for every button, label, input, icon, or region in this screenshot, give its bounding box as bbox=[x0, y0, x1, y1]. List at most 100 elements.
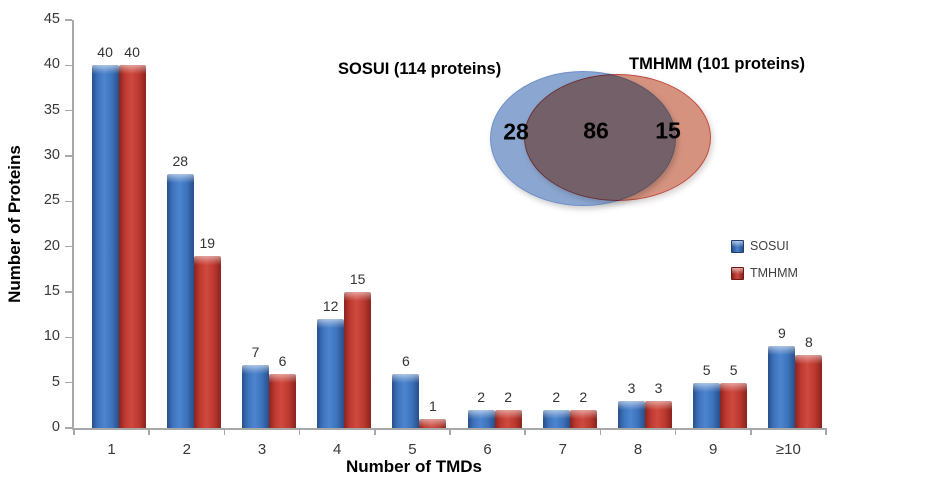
x-tick-label: 9 bbox=[709, 441, 718, 458]
y-tick bbox=[65, 64, 72, 67]
x-tick-label: 3 bbox=[257, 441, 267, 458]
x-tick bbox=[449, 428, 451, 435]
bar-value-label: 9 bbox=[777, 325, 786, 342]
x-tick-label: 7 bbox=[558, 441, 567, 458]
x-tick bbox=[223, 428, 226, 435]
y-tick-label: 45 bbox=[43, 11, 60, 27]
bar-value-label: 3 bbox=[627, 379, 636, 396]
venn-left-set-label: SOSUI (114 proteins) bbox=[338, 60, 502, 78]
venn-right-ellipse bbox=[524, 74, 711, 201]
y-tick-label: 5 bbox=[51, 373, 60, 390]
x-tick-label: 8 bbox=[633, 441, 643, 458]
bar-sosui bbox=[91, 65, 119, 428]
y-tick-label: 20 bbox=[43, 237, 60, 254]
x-axis-title: Number of TMDs bbox=[346, 457, 482, 476]
y-tick bbox=[65, 155, 72, 157]
bar-value-label: 5 bbox=[729, 361, 738, 378]
bar-value-label: 2 bbox=[579, 388, 588, 405]
bar-tmhmm bbox=[569, 409, 597, 428]
x-tick bbox=[750, 428, 752, 435]
legend: SOSUI TMHMM bbox=[731, 239, 798, 293]
legend-item-tmhmm: TMHMM bbox=[731, 266, 798, 280]
y-tick bbox=[65, 336, 72, 339]
bar-value-label: 28 bbox=[172, 153, 189, 170]
x-tick-label: 2 bbox=[182, 441, 191, 458]
y-tick bbox=[65, 109, 72, 112]
x-tick-label: 6 bbox=[483, 441, 492, 458]
bar-sosui bbox=[467, 409, 495, 428]
x-tick-label: 4 bbox=[333, 441, 342, 458]
venn-right-only-count: 15 bbox=[655, 117, 681, 144]
bar-sosui bbox=[618, 400, 645, 428]
bar-value-label: 7 bbox=[251, 343, 260, 360]
bar-value-label: 12 bbox=[322, 298, 339, 315]
y-tick-label: 40 bbox=[43, 56, 60, 73]
bar-value-label: 5 bbox=[702, 361, 711, 378]
bar-value-label: 2 bbox=[552, 388, 561, 405]
venn-right-set-label: TMHMM (101 proteins) bbox=[629, 55, 806, 73]
y-tick-label: 25 bbox=[43, 192, 60, 209]
bar-tmhmm bbox=[494, 409, 522, 428]
y-tick bbox=[65, 291, 72, 293]
bar-value-label: 2 bbox=[477, 388, 485, 405]
bar-value-label: 6 bbox=[278, 352, 287, 369]
x-axis-line bbox=[72, 428, 826, 430]
bar-tmhmm bbox=[795, 355, 823, 428]
bar-value-label: 40 bbox=[97, 44, 113, 61]
bar-sosui bbox=[542, 409, 570, 428]
x-tick-label: 5 bbox=[408, 441, 417, 458]
bar-value-label: 6 bbox=[401, 352, 410, 369]
legend-marker-tmhmm-icon bbox=[731, 266, 744, 280]
legend-marker-sosui-icon bbox=[731, 239, 744, 253]
x-tick-label: ≥10 bbox=[775, 441, 801, 458]
bar-tmhmm bbox=[720, 382, 748, 428]
y-tick-label: 10 bbox=[43, 328, 60, 345]
bar-value-label: 1 bbox=[428, 397, 437, 414]
y-tick-label: 35 bbox=[43, 101, 60, 118]
x-tick bbox=[73, 428, 75, 435]
venn-left-only-count: 28 bbox=[503, 118, 529, 145]
bar-sosui bbox=[768, 346, 796, 428]
bar-tmhmm bbox=[193, 255, 221, 428]
x-tick bbox=[674, 428, 677, 435]
bar-value-label: 8 bbox=[804, 334, 813, 351]
y-axis-title-wrap: Number of Proteins bbox=[0, 20, 30, 428]
y-axis-title: Number of Proteins bbox=[5, 145, 24, 303]
legend-item-sosui: SOSUI bbox=[731, 239, 798, 253]
x-tick bbox=[374, 428, 376, 435]
venn-overlap-count: 86 bbox=[583, 117, 609, 144]
y-tick-label: 30 bbox=[43, 147, 60, 163]
bar-sosui bbox=[166, 174, 194, 428]
x-tick-label: 1 bbox=[107, 441, 116, 458]
x-tick bbox=[524, 428, 526, 435]
bar-tmhmm bbox=[269, 373, 296, 428]
bar-tmhmm bbox=[344, 292, 372, 428]
bar-value-label: 19 bbox=[199, 234, 216, 251]
bar-value-label: 3 bbox=[654, 379, 663, 396]
bar-tmhmm bbox=[118, 65, 146, 428]
x-tick bbox=[599, 428, 602, 435]
bar-tmhmm bbox=[419, 418, 447, 428]
y-tick bbox=[65, 427, 72, 429]
bar-value-label: 15 bbox=[349, 271, 366, 287]
legend-label-sosui: SOSUI bbox=[750, 239, 789, 253]
bar-sosui bbox=[392, 373, 420, 428]
x-tick bbox=[298, 428, 301, 435]
y-tick bbox=[65, 245, 72, 248]
bar-sosui bbox=[693, 382, 721, 428]
y-tick bbox=[65, 19, 72, 21]
bar-sosui bbox=[242, 364, 269, 428]
y-tick bbox=[65, 381, 72, 384]
y-tick-label: 15 bbox=[43, 283, 60, 299]
bar-value-label: 2 bbox=[504, 388, 512, 405]
x-tick bbox=[825, 428, 827, 435]
y-axis-line bbox=[72, 20, 74, 430]
x-tick bbox=[148, 428, 150, 435]
bar-sosui bbox=[317, 319, 345, 428]
bar-tmhmm bbox=[645, 400, 672, 428]
bar-value-label: 40 bbox=[124, 44, 140, 61]
legend-label-tmhmm: TMHMM bbox=[750, 266, 798, 280]
y-tick-label: 0 bbox=[51, 419, 60, 435]
